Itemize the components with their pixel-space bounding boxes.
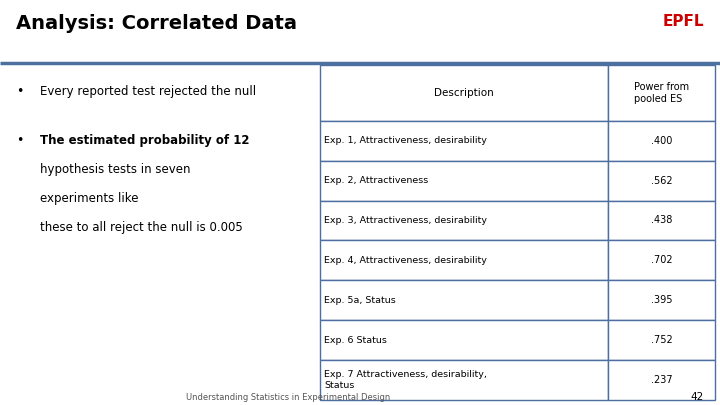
Text: The estimated probability of 12: The estimated probability of 12 (40, 134, 249, 147)
Text: experiments like: experiments like (40, 192, 138, 205)
Text: .702: .702 (651, 256, 672, 265)
Text: Exp. 4, Attractiveness, desirability: Exp. 4, Attractiveness, desirability (324, 256, 487, 265)
Text: .562: .562 (651, 176, 672, 185)
Text: Exp. 6 Status: Exp. 6 Status (324, 336, 387, 345)
Text: .438: .438 (651, 215, 672, 226)
Text: Exp. 2, Attractiveness: Exp. 2, Attractiveness (324, 176, 428, 185)
Text: Exp. 7 Attractiveness, desirability,
Status: Exp. 7 Attractiveness, desirability, Sta… (324, 371, 487, 390)
Text: Power from
pooled ES: Power from pooled ES (634, 82, 689, 104)
Text: .400: .400 (651, 136, 672, 146)
Text: 42: 42 (691, 392, 704, 402)
Text: •: • (16, 134, 23, 147)
Text: Understanding Statistics in Experimental Design: Understanding Statistics in Experimental… (186, 393, 390, 402)
Text: Description: Description (434, 88, 494, 98)
Text: Exp. 5a, Status: Exp. 5a, Status (324, 296, 396, 305)
Text: Exp. 3, Attractiveness, desirability: Exp. 3, Attractiveness, desirability (324, 216, 487, 225)
Text: .395: .395 (651, 295, 672, 305)
Text: hypothesis tests in seven: hypothesis tests in seven (40, 163, 190, 176)
Text: Every reported test rejected the null: Every reported test rejected the null (40, 85, 256, 98)
Text: Analysis: Correlated Data: Analysis: Correlated Data (16, 14, 297, 33)
Text: •: • (16, 85, 23, 98)
Text: .237: .237 (651, 375, 672, 385)
Text: these to all reject the null is 0.005: these to all reject the null is 0.005 (40, 221, 243, 234)
Text: EPFL: EPFL (662, 14, 704, 29)
Text: Exp. 1, Attractiveness, desirability: Exp. 1, Attractiveness, desirability (324, 136, 487, 145)
Text: .752: .752 (651, 335, 672, 345)
